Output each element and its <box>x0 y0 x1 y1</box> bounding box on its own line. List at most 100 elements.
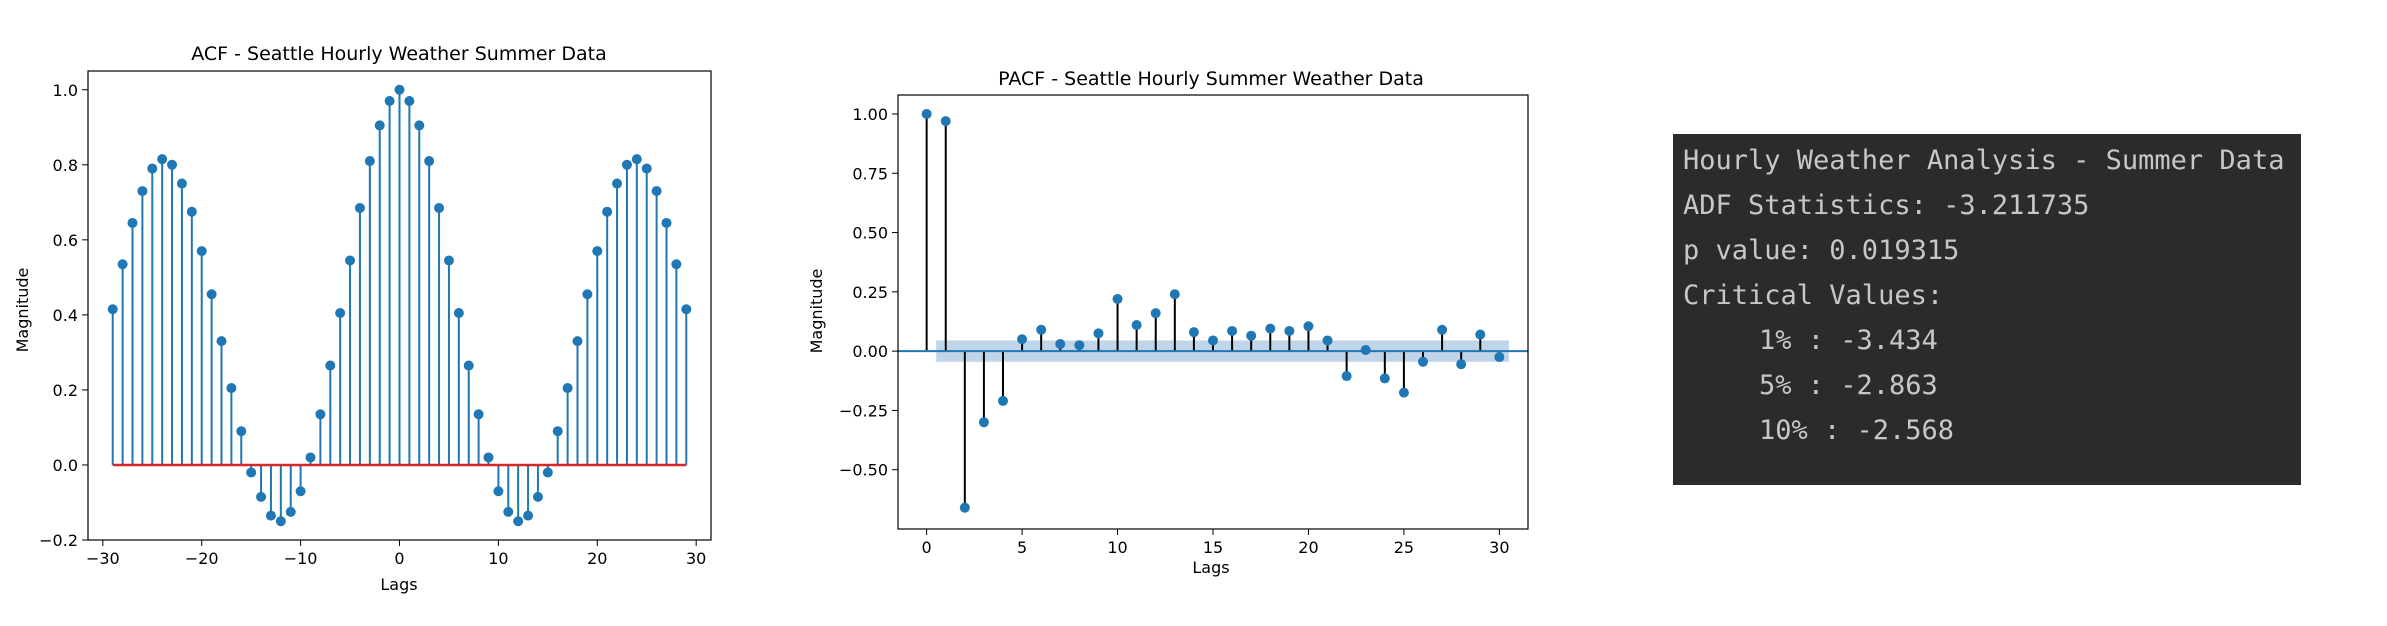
pacf-marker <box>1112 293 1123 304</box>
pacf-marker <box>1036 324 1047 335</box>
pacf-xtick-label: 10 <box>1107 538 1127 557</box>
pacf-marker <box>978 417 989 428</box>
acf-xlabel: Lags <box>380 575 417 594</box>
acf-marker <box>127 217 138 228</box>
console-title: Hourly Weather Analysis - Summer Data <box>1683 145 2285 176</box>
pacf-marker <box>940 116 951 127</box>
acf-marker <box>434 202 445 213</box>
pacf-marker <box>1188 327 1199 338</box>
pacf-ytick-label: −0.50 <box>839 461 888 480</box>
pacf-title: PACF - Seattle Hourly Summer Weather Dat… <box>998 68 1424 90</box>
acf-marker <box>612 178 623 189</box>
acf-xtick-label: 0 <box>394 549 404 568</box>
pacf-xtick-label: 20 <box>1298 538 1318 557</box>
acf-marker <box>602 206 613 217</box>
pacf-ytick-label: 0.00 <box>852 342 888 361</box>
acf-marker <box>226 383 237 394</box>
pacf-marker <box>1017 334 1028 345</box>
acf-marker <box>206 289 217 300</box>
acf-marker <box>157 154 168 165</box>
acf-marker <box>364 156 375 167</box>
pacf-marker <box>959 502 970 513</box>
acf-ytick-label: 0.6 <box>53 231 78 250</box>
acf-plot-area: −30 −20 −10 0 10 20 30 −0.2 0.0 0.2 0.4 0.6 0.8 1.0 <box>39 81 706 568</box>
acf-ytick-label: 1.0 <box>53 81 78 100</box>
acf-marker <box>424 156 435 167</box>
pacf-ylabel: Magnitude <box>807 269 826 354</box>
acf-marker <box>315 409 326 420</box>
acf-title: ACF - Seattle Hourly Weather Summer Data <box>191 43 607 65</box>
pacf-marker <box>1341 371 1352 382</box>
pacf-marker <box>1284 325 1295 336</box>
pacf-ytick-label: 0.25 <box>852 283 888 302</box>
acf-xtick-label: 10 <box>488 549 508 568</box>
pacf-xtick-label: 25 <box>1394 538 1414 557</box>
acf-xtick-label: 30 <box>686 549 706 568</box>
acf-marker <box>532 491 543 502</box>
acf-marker <box>523 510 534 521</box>
acf-marker <box>453 308 464 319</box>
acf-xtick-label: −20 <box>185 549 219 568</box>
acf-marker <box>404 96 415 107</box>
acf-marker <box>176 178 187 189</box>
pacf-marker <box>1150 308 1161 319</box>
acf-marker <box>661 217 672 228</box>
acf-marker <box>592 246 603 257</box>
acf-ytick-label: 0.2 <box>53 381 78 400</box>
acf-marker <box>473 409 484 420</box>
pacf-xtick-label: 30 <box>1489 538 1509 557</box>
critical-value-5pct: 5% : -2.863 <box>1759 370 1938 401</box>
pacf-marker <box>1322 335 1333 346</box>
acf-marker <box>137 186 148 197</box>
acf-marker <box>621 159 632 170</box>
pacf-marker <box>1093 328 1104 339</box>
pacf-marker <box>1055 339 1066 350</box>
acf-ylabel: Magnitude <box>13 268 32 353</box>
acf-marker <box>107 304 118 315</box>
acf-ytick-label: −0.2 <box>39 531 78 550</box>
acf-marker <box>671 259 682 270</box>
pacf-xlabel: Lags <box>1192 558 1229 577</box>
pacf-marker <box>1227 325 1238 336</box>
pacf-ytick-label: −0.25 <box>839 401 888 420</box>
pacf-marker <box>1131 320 1142 331</box>
acf-marker <box>542 467 553 478</box>
acf-marker <box>572 336 583 347</box>
pacf-marker <box>1456 359 1467 370</box>
acf-marker <box>236 426 247 437</box>
pacf-ytick-label: 1.00 <box>852 105 888 124</box>
acf-ytick-label: 0.0 <box>53 456 78 475</box>
acf-marker <box>483 452 494 463</box>
critical-value-10pct: 10% : -2.568 <box>1759 415 1955 446</box>
acf-marker <box>552 426 563 437</box>
pacf-xtick-label: 0 <box>922 538 932 557</box>
acf-marker <box>513 516 524 527</box>
acf-marker <box>374 120 385 131</box>
acf-marker <box>147 163 158 174</box>
acf-marker <box>196 246 207 257</box>
acf-marker <box>394 84 405 95</box>
acf-marker <box>354 202 365 213</box>
pacf-marker <box>1379 373 1390 384</box>
acf-ytick-label: 0.4 <box>53 306 78 325</box>
critical-values-header: Critical Values: <box>1683 280 1944 311</box>
pacf-marker <box>1418 356 1428 367</box>
acf-marker <box>503 506 514 517</box>
pacf-marker <box>998 395 1008 406</box>
pacf-marker <box>1169 289 1180 300</box>
acf-marker <box>117 259 128 270</box>
critical-value-1pct: 1% : -3.434 <box>1759 325 1938 356</box>
pacf-marker <box>1303 321 1314 332</box>
acf-marker <box>216 336 227 347</box>
acf-marker <box>295 486 306 497</box>
acf-marker <box>562 383 573 394</box>
pacf-marker <box>1208 335 1218 346</box>
adf-statistic: ADF Statistics: -3.211735 <box>1683 190 2090 221</box>
pacf-xtick-label: 5 <box>1017 538 1027 557</box>
acf-marker <box>345 255 356 266</box>
pacf-marker <box>1437 324 1448 335</box>
acf-marker <box>443 255 454 266</box>
acf-marker <box>325 360 336 371</box>
acf-marker <box>335 308 346 319</box>
pacf-plot-area: 0 5 10 15 20 25 30 −0.50 −0.25 0.00 0.25 0.50 0.75 1.… <box>839 105 1528 557</box>
